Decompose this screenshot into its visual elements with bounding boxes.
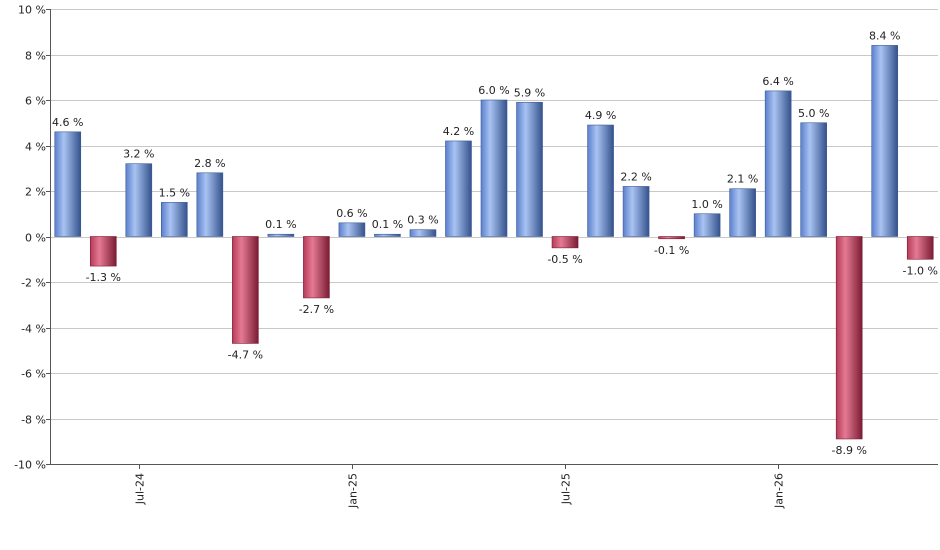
data-label: -8.9 % xyxy=(831,444,866,457)
data-label: 6.4 % xyxy=(762,75,793,88)
bar xyxy=(445,140,472,237)
data-label: 0.6 % xyxy=(336,207,367,220)
data-label: 0.1 % xyxy=(372,218,403,231)
data-label: 5.0 % xyxy=(798,107,829,120)
data-label: 2.1 % xyxy=(727,173,758,186)
data-label: -0.1 % xyxy=(654,244,689,257)
bar xyxy=(693,213,721,237)
y-tick-label: 8 % xyxy=(25,50,46,63)
data-label: 4.2 % xyxy=(443,125,474,138)
data-label: 8.4 % xyxy=(869,29,900,42)
y-tick-label: -10 % xyxy=(14,459,46,472)
y-tick-label: -6 % xyxy=(21,368,46,381)
bars xyxy=(54,45,934,440)
y-tick-label: -2 % xyxy=(21,277,46,290)
data-label: 6.0 % xyxy=(478,84,509,97)
bar xyxy=(232,236,259,344)
y-axis-ticks: -10 % -8 % -6 % -4 % -2 % 0 % 2 % 4 % 6 % 8 % 10 % xyxy=(14,4,50,472)
x-axis-ticks: Jul-24 Jan-25 Jul-25 Jan-26 xyxy=(134,464,786,509)
y-tick-label: 4 % xyxy=(25,141,46,154)
bar xyxy=(54,131,82,237)
data-label: -2.7 % xyxy=(299,303,334,316)
bar xyxy=(906,236,934,260)
data-label: -1.3 % xyxy=(86,271,121,284)
gridlines xyxy=(50,9,938,465)
y-tick-label: -8 % xyxy=(21,414,46,427)
x-tick-label: Jan-25 xyxy=(347,473,360,509)
data-label: 5.9 % xyxy=(514,86,545,99)
bar xyxy=(516,101,543,237)
y-tick-label: 2 % xyxy=(25,186,46,199)
data-labels: 4.6 % -1.3 % 3.2 % 1.5 % 2.8 % -4.7 % 0.1 % -2.… xyxy=(52,29,938,457)
bar xyxy=(409,229,437,237)
bar xyxy=(658,236,685,240)
x-tick-label: Jul-25 xyxy=(560,473,573,505)
data-label: 2.2 % xyxy=(620,170,651,183)
bar xyxy=(871,45,899,237)
data-label: 4.6 % xyxy=(52,116,83,129)
data-label: -1.0 % xyxy=(903,264,938,277)
data-label: -0.5 % xyxy=(547,253,582,266)
data-label: 2.8 % xyxy=(194,157,225,170)
bar xyxy=(480,99,508,237)
bar xyxy=(303,236,330,299)
data-label: 4.9 % xyxy=(585,109,616,122)
bar xyxy=(764,90,792,237)
bar xyxy=(267,233,295,237)
data-label: 3.2 % xyxy=(123,148,154,161)
bar xyxy=(374,233,401,237)
data-label: 0.3 % xyxy=(407,214,438,227)
x-tick-label: Jan-26 xyxy=(773,473,786,509)
bar xyxy=(338,222,366,237)
bar xyxy=(587,124,614,237)
y-tick-label: 0 % xyxy=(25,232,46,245)
y-tick-label: -4 % xyxy=(21,323,46,336)
bar xyxy=(125,163,153,237)
y-tick-label: 10 % xyxy=(18,4,46,17)
bar xyxy=(835,236,863,440)
bar xyxy=(622,186,650,237)
y-tick-label: 6 % xyxy=(25,95,46,108)
bar xyxy=(800,122,827,237)
bar xyxy=(89,236,117,267)
bar xyxy=(161,202,188,237)
data-label: -4.7 % xyxy=(228,348,263,361)
x-tick-label: Jul-24 xyxy=(134,473,147,505)
bar xyxy=(729,188,756,237)
bar xyxy=(196,172,224,237)
data-label: 1.0 % xyxy=(691,198,722,211)
data-label: 0.1 % xyxy=(265,218,296,231)
data-label: 1.5 % xyxy=(159,186,190,199)
bar xyxy=(551,236,579,249)
